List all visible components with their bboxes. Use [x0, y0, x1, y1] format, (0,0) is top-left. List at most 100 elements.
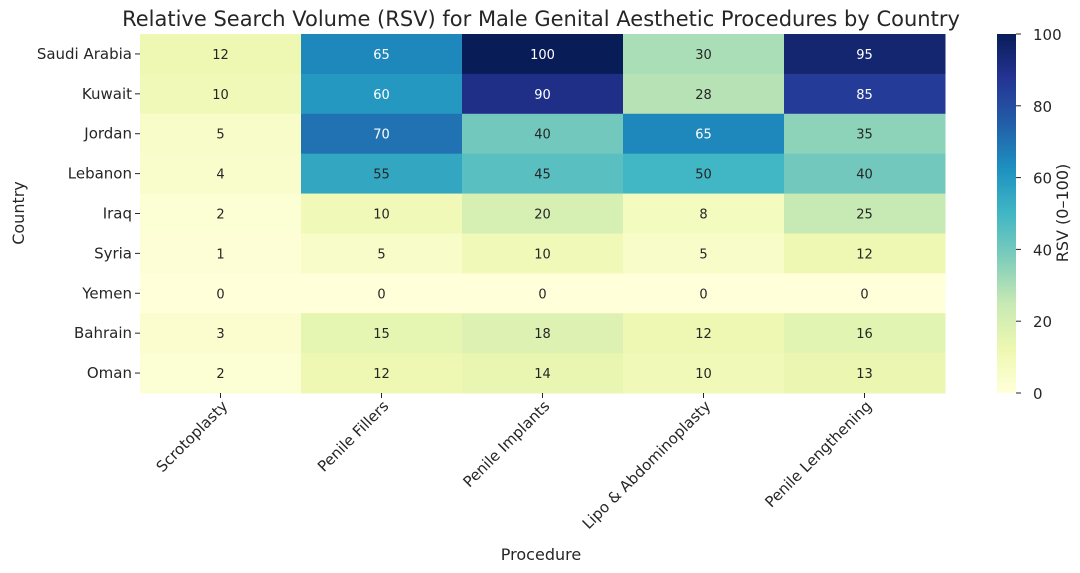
cell-value-label: 2 [216, 367, 224, 382]
cell-value-label: 0 [216, 287, 224, 302]
heatmap-cell [623, 73, 785, 115]
y-tick-label: Yemen [81, 284, 132, 302]
x-axis-label: Procedure [501, 545, 581, 564]
heatmap-cell [140, 73, 302, 115]
cell-value-label: 10 [695, 367, 712, 382]
cell-value-label: 4 [216, 168, 224, 183]
heatmap-cell [462, 313, 624, 354]
heatmap-cell [301, 233, 463, 274]
heatmap-cell [784, 313, 946, 354]
cell-value-label: 25 [856, 208, 873, 223]
y-tick-label: Jordan [83, 125, 132, 143]
heatmap-cell [140, 193, 302, 234]
cell-value-label: 55 [373, 168, 390, 183]
colorbar-tick-label: 80 [1033, 98, 1052, 116]
heatmap-cell [140, 353, 302, 394]
heatmap-cell [623, 233, 785, 274]
cell-value-label: 60 [373, 88, 390, 103]
cell-value-label: 45 [534, 168, 551, 183]
cell-value-label: 10 [534, 247, 551, 262]
heatmap-cell [301, 313, 463, 354]
cell-value-label: 5 [699, 247, 707, 262]
y-tick-label: Lebanon [68, 165, 132, 183]
heatmap-cell [301, 153, 463, 195]
colorbar-tick-label: 100 [1033, 26, 1062, 44]
heatmap-cell [140, 233, 302, 274]
cell-value-label: 5 [377, 247, 385, 262]
cell-value-label: 0 [699, 287, 707, 302]
y-tick-label: Oman [87, 364, 132, 382]
x-tick-label: Penile Implants [459, 397, 553, 491]
cell-value-label: 10 [373, 208, 390, 223]
cell-value-label: 12 [373, 367, 390, 382]
colorbar-tick-label: 20 [1033, 313, 1052, 331]
cell-value-label: 15 [373, 327, 390, 342]
cell-value-label: 85 [856, 88, 873, 103]
x-tick-label: Lipo & Abdominoplasty [579, 397, 715, 533]
colorbar-tick-label: 0 [1033, 385, 1043, 403]
heatmap-cell [784, 153, 946, 195]
cell-value-label: 13 [856, 367, 873, 382]
heatmap-cell [301, 193, 463, 234]
cell-value-label: 12 [695, 327, 712, 342]
cell-value-label: 12 [212, 48, 229, 63]
x-tick-label: Scrotoplasty [153, 397, 232, 476]
cell-value-label: 20 [534, 208, 551, 223]
heatmap-cell [301, 273, 463, 314]
heatmap-cell [140, 153, 302, 195]
cell-value-label: 18 [534, 327, 551, 342]
y-tick-label: Saudi Arabia [37, 45, 132, 63]
cell-value-label: 28 [695, 88, 712, 103]
cell-value-label: 0 [538, 287, 546, 302]
heatmap-cell [462, 353, 624, 394]
heatmap-cell [784, 273, 946, 314]
colorbar-tick-label: 40 [1033, 241, 1052, 259]
cell-value-label: 5 [216, 128, 224, 143]
y-tick-label: Syria [94, 244, 132, 262]
cell-value-label: 65 [695, 128, 712, 143]
colorbar-ticks: 0 20 40 60 80 100 [1016, 26, 1062, 403]
heatmap-cell [462, 193, 624, 234]
cell-value-label: 100 [530, 48, 555, 63]
heatmap-cell [623, 34, 785, 75]
colorbar-tick-label: 60 [1033, 170, 1052, 188]
y-tick-label: Iraq [103, 205, 132, 223]
cell-value-label: 12 [856, 247, 873, 262]
cell-value-label: 70 [373, 128, 390, 143]
heatmap-cell [301, 34, 463, 75]
cell-value-label: 30 [695, 48, 712, 63]
heatmap-cell [462, 73, 624, 115]
x-tick-label: Penile Fillers [314, 397, 392, 475]
x-axis-ticks: Scrotoplasty Penile Fillers Penile Implant… [153, 393, 875, 533]
x-tick-label: Penile Lengthening [761, 397, 875, 511]
heatmap-cell [623, 113, 785, 155]
heatmap-cell [140, 273, 302, 314]
cell-value-label: 16 [856, 327, 873, 342]
heatmap-cell [784, 34, 946, 75]
cell-value-label: 3 [216, 327, 224, 342]
heatmap-cell [462, 273, 624, 314]
heatmap-cell [140, 313, 302, 354]
cell-value-label: 1 [216, 247, 224, 262]
heatmap-cell [623, 153, 785, 195]
heatmap-cell [301, 73, 463, 115]
heatmap-cell [623, 193, 785, 234]
heatmap-cell [140, 34, 302, 75]
heatmap-cell [462, 113, 624, 155]
cell-value-label: 95 [856, 48, 873, 63]
y-tick-label: Bahrain [74, 324, 132, 342]
cell-value-label: 90 [534, 88, 551, 103]
y-tick-label: Kuwait [82, 85, 132, 103]
cell-value-label: 65 [373, 48, 390, 63]
heatmap-cell [623, 313, 785, 354]
chart-title: Relative Search Volume (RSV) for Male Ge… [122, 7, 960, 31]
heatmap-cell [462, 34, 624, 75]
colorbar-label: RSV (0–100) [1053, 164, 1072, 263]
colorbar [997, 34, 1016, 393]
cell-value-label: 0 [860, 287, 868, 302]
cell-value-label: 14 [534, 367, 551, 382]
heatmap-cell [784, 193, 946, 234]
cell-value-label: 2 [216, 208, 224, 223]
heatmap-cell [784, 353, 946, 394]
